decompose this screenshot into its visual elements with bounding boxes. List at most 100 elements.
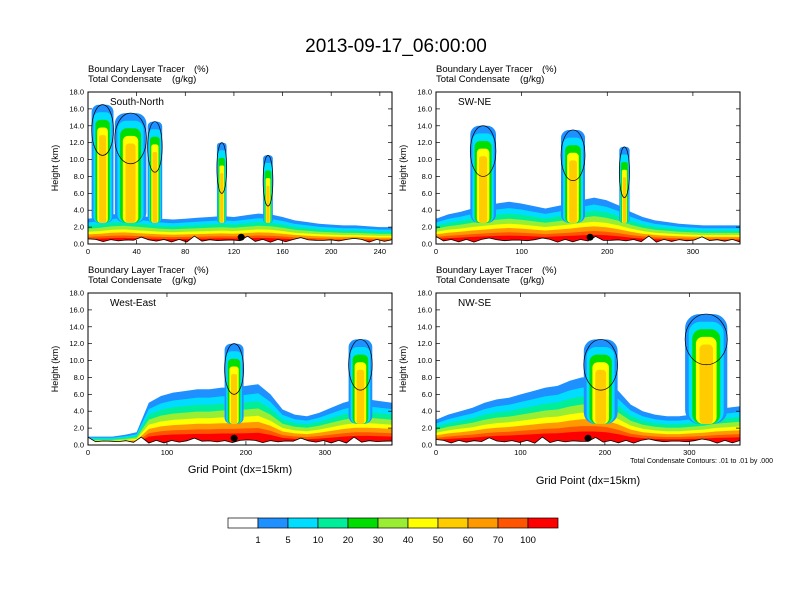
y-tick-label: 14.0 [417,121,432,130]
colorbar-box [407,517,439,529]
y-tick-label: 16.0 [69,104,84,113]
y-tick-label: 0.0 [74,441,84,450]
colorbar: 1 5 10 20 30 40 50 60 70 100 [227,517,559,546]
y-tick-label: 2.0 [422,223,432,232]
y-tick-label: 18.0 [69,88,84,97]
y-tick-label: 8.0 [74,373,84,382]
y-axis-label: Height (km) [398,145,408,192]
y-tick-label: 2.0 [74,223,84,232]
y-tick-label: 16.0 [417,104,432,113]
subtitle-condensate: Total Condensate [88,275,162,286]
y-tick-label: 2.0 [74,424,84,433]
plume-0-level-4 [231,374,238,424]
colorbar-box [257,517,289,529]
figure-title: 2013-09-17_06:00:00 [305,36,487,57]
x-tick-label: 100 [514,448,527,457]
y-tick-label: 0.0 [422,441,432,450]
y-tick-label: 18.0 [69,289,84,298]
plume-1-level-4 [356,369,365,424]
subtitle-tracer: Boundary Layer Tracer [436,265,533,276]
y-tick-label: 4.0 [422,407,432,416]
plot-frame [435,292,741,446]
subtitle-condensate-unit: (g/kg) [520,74,544,85]
panel-nw-se: 0.0 2.0 4.0 6.0 8.0 10.0 12.0 14.0 16.0 18.0 0 100 2… [398,265,741,487]
subtitle-condensate-unit: (g/kg) [172,275,196,286]
x-tick-label: 300 [683,448,696,457]
panel-sw-ne: 0.0 2.0 4.0 6.0 8.0 10.0 12.0 14.0 16.0 18.0 0 100 2… [398,64,741,256]
panel-label: SW-NE [458,97,491,108]
colorbar-label: 60 [463,535,474,546]
plot-area [88,104,392,244]
plume-2-level-4 [622,177,627,223]
x-tick-label: 0 [434,448,438,457]
x-tick-label: 300 [319,448,332,457]
location-marker [230,434,238,442]
subtitle-condensate: Total Condensate [88,74,162,85]
subtitle-condensate-unit: (g/kg) [520,275,544,286]
plot-frame [87,91,393,245]
y-tick-label: 4.0 [74,206,84,215]
colorbar-box [287,517,319,529]
condensate-contour-4 [262,154,274,207]
condensate-contour-1 [560,129,586,181]
plot-frame [87,292,393,446]
colorbar-label: 30 [373,535,384,546]
colorbar-box [377,517,409,529]
y-tick-label: 10.0 [417,356,432,365]
condensate-contour-1 [348,339,373,391]
subtitle-condensate: Total Condensate [436,74,510,85]
y-tick-label: 4.0 [422,206,432,215]
colorbar-label: 100 [520,535,536,546]
subtitle-tracer: Boundary Layer Tracer [88,265,185,276]
colorbar-label: 5 [285,535,290,546]
y-tick-label: 6.0 [422,189,432,198]
plume-3-level-4 [220,173,224,223]
y-tick-label: 12.0 [417,138,432,147]
panel-label: South-North [110,97,164,108]
panel-label: NW-SE [458,298,491,309]
plume-0-level-4 [479,156,488,223]
colorbar-box [227,517,259,529]
x-tick-label: 160 [276,247,289,256]
condensate-contour-1 [684,313,728,366]
y-axis-label: Height (km) [398,346,408,393]
plume-1-level-4 [569,160,577,223]
y-tick-label: 4.0 [74,407,84,416]
y-tick-label: 6.0 [422,390,432,399]
y-tick-label: 16.0 [417,305,432,314]
subtitle-tracer: Boundary Layer Tracer [436,64,533,75]
y-tick-label: 8.0 [422,172,432,181]
y-tick-label: 6.0 [74,189,84,198]
x-tick-label: 200 [601,247,614,256]
x-tick-label: 80 [181,247,189,256]
y-tick-label: 14.0 [69,121,84,130]
x-tick-label: 300 [687,247,700,256]
x-tick-label: 0 [434,247,438,256]
colorbar-label: 20 [343,535,354,546]
plume-0-level-4 [99,135,107,223]
y-axis-label: Height (km) [50,145,60,192]
condensate-contour-0 [469,125,497,177]
colorbar-label: 10 [313,535,324,546]
y-axis-label: Height (km) [50,346,60,393]
plume-4-level-4 [266,185,270,223]
y-tick-label: 0.0 [74,240,84,249]
y-tick-label: 18.0 [417,289,432,298]
y-tick-label: 14.0 [69,322,84,331]
y-tick-label: 6.0 [74,390,84,399]
x-tick-label: 200 [325,247,338,256]
colorbar-box [317,517,349,529]
y-tick-label: 14.0 [417,322,432,331]
plot-area [436,313,740,445]
subtitle-condensate-unit: (g/kg) [172,74,196,85]
y-tick-label: 8.0 [74,172,84,181]
y-tick-label: 12.0 [69,138,84,147]
x-axis-label: Grid Point (dx=15km) [536,475,640,487]
condensate-contour-0 [91,104,114,156]
panel-south-north: 0.0 2.0 4.0 6.0 8.0 10.0 12.0 14.0 16.0 18.0 0 40 80… [50,64,393,256]
terrain [436,436,740,445]
subtitle-condensate: Total Condensate [436,275,510,286]
plume-2-level-4 [152,152,158,223]
location-marker [237,233,245,241]
condensate-contour-2 [618,146,630,198]
